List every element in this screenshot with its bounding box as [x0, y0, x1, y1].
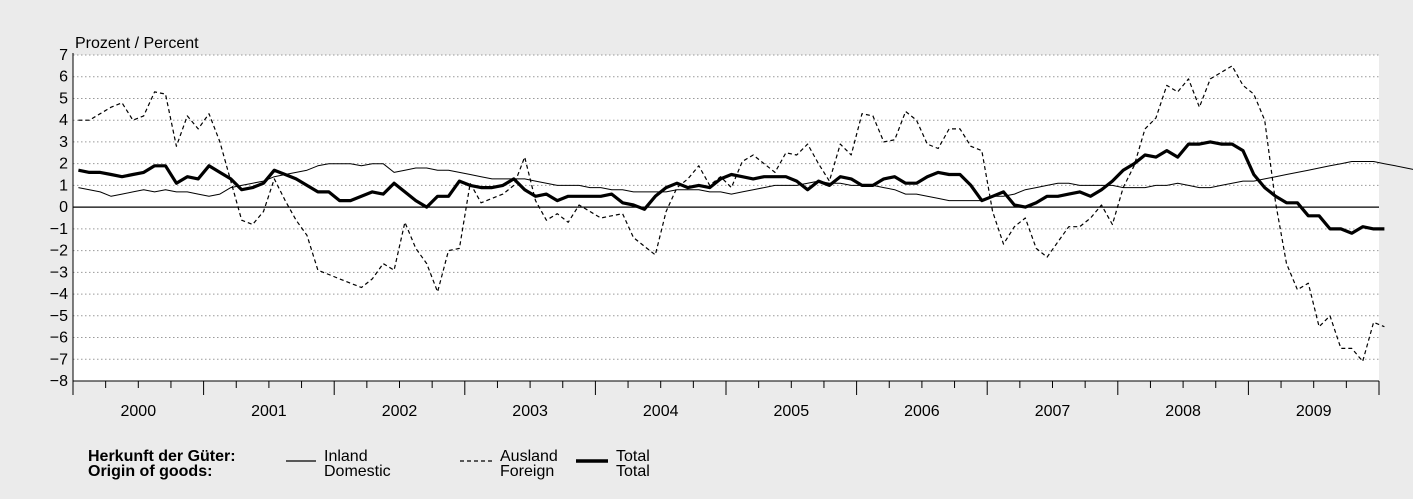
y-tick-label: −4 [50, 286, 68, 303]
y-tick-label: −8 [50, 373, 68, 390]
series-line-inland [78, 161, 1413, 202]
y-tick-label: 0 [59, 199, 68, 216]
y-tick-label: −6 [50, 330, 68, 347]
x-tick-label: 2008 [1165, 403, 1201, 420]
legend-label-ausland-de: Ausland [500, 448, 558, 465]
x-tick-label: 2002 [382, 403, 418, 420]
y-axis-label: Prozent / Percent [75, 35, 199, 52]
legend-heading-en: Origin of goods: [88, 463, 212, 480]
series-line-total [78, 140, 1385, 235]
y-tick-label: 4 [59, 112, 68, 129]
legend-heading-de: Herkunft der Güter: [88, 448, 236, 465]
legend-label-inland-en: Domestic [324, 463, 391, 480]
legend-label-total-en: Total [616, 463, 650, 480]
x-tick-label: 2000 [121, 403, 157, 420]
y-tick-label: 2 [59, 156, 68, 173]
x-tick-label: 2004 [643, 403, 679, 420]
plot-area [73, 55, 1379, 381]
gridlines [73, 54, 1379, 360]
legend: Herkunft der Güter: Origin of goods: Inl… [88, 448, 650, 480]
x-tick-label: 2005 [774, 403, 810, 420]
y-tick-label: 1 [59, 177, 68, 194]
x-tick-label: 2009 [1296, 403, 1332, 420]
y-tick-label: −7 [50, 351, 68, 368]
y-tick-label: 3 [59, 134, 68, 151]
x-tick-label: 2006 [904, 403, 940, 420]
x-tick-label: 2007 [1035, 403, 1071, 420]
series-lines [78, 65, 1413, 362]
x-axis: 2000 2001 2002 2003 2004 2005 2006 2007 2008 2009 [72, 53, 1380, 420]
y-tick-label: 5 [59, 90, 68, 107]
y-axis-ticks: 7 6 5 4 3 2 1 0 −1 −2 −3 −4 −5 −6 −7 −8 [50, 47, 68, 390]
y-tick-label: −1 [50, 221, 68, 238]
legend-label-total-de: Total [616, 448, 650, 465]
x-tick-label: 2001 [251, 403, 287, 420]
legend-label-inland-de: Inland [324, 448, 368, 465]
legend-label-ausland-en: Foreign [500, 463, 554, 480]
y-tick-label: −2 [50, 243, 68, 260]
x-tick-label: 2003 [512, 403, 548, 420]
y-tick-label: −3 [50, 264, 68, 281]
y-tick-label: 6 [59, 69, 68, 86]
y-tick-label: −5 [50, 308, 68, 325]
series-line-ausland [78, 65, 1385, 362]
y-tick-label: 7 [59, 47, 68, 64]
